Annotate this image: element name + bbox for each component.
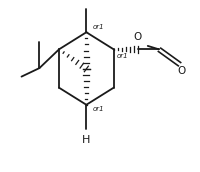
Text: O: O [177, 66, 185, 76]
Text: or1: or1 [92, 106, 104, 112]
Text: O: O [133, 32, 142, 42]
Text: or1: or1 [92, 24, 104, 30]
Text: H: H [82, 135, 91, 145]
Text: or1: or1 [116, 53, 128, 59]
